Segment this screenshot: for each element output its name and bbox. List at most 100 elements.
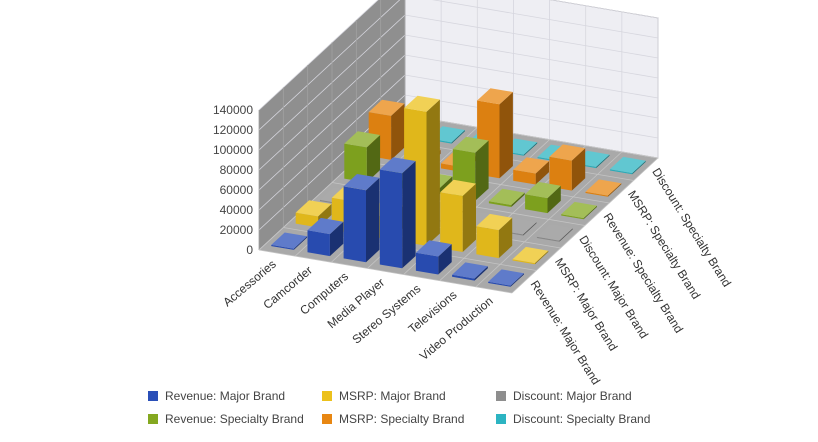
y-tick-label: 20000 (220, 223, 254, 237)
series-axis-label: MSRP: Specialty Brand (625, 188, 703, 302)
bar-side (451, 130, 465, 144)
bar-side (426, 99, 440, 246)
bar (488, 269, 524, 287)
bar-side (438, 244, 452, 275)
bar-side (632, 160, 646, 175)
legend-label: Revenue: Major Brand (165, 389, 286, 403)
bar-side (511, 192, 525, 207)
bar (343, 174, 380, 263)
bar (549, 144, 586, 191)
bar-side (402, 161, 416, 269)
bar (476, 213, 513, 259)
bar (525, 181, 561, 214)
bar-side (607, 183, 622, 197)
bar-top (368, 99, 405, 116)
bar-top (585, 179, 622, 196)
legend-swatch (148, 391, 158, 401)
bar (609, 156, 646, 175)
bar-front (307, 230, 330, 257)
bar (452, 262, 488, 281)
bar (561, 201, 597, 220)
bar-side (498, 217, 513, 259)
bar-front (488, 201, 512, 207)
y-tick-label: 140000 (213, 103, 253, 117)
legend-item: Revenue: Major Brand (148, 389, 285, 403)
bar-top (488, 269, 524, 286)
bar-side (391, 103, 405, 160)
legend-item: Revenue: Specialty Brand (148, 412, 304, 426)
legend-item: MSRP: Major Brand (322, 389, 446, 403)
gridline (258, 249, 513, 294)
bar-front (476, 226, 499, 259)
bar-side (571, 148, 586, 191)
legend-item: Discount: Specialty Brand (496, 412, 650, 426)
bar-top (477, 88, 513, 105)
bar-side (535, 161, 549, 185)
bar-top (379, 157, 416, 174)
x-tick-label: Video Production (417, 294, 496, 363)
bar (512, 246, 549, 265)
bar-top (488, 188, 525, 205)
bar (415, 240, 452, 275)
bar (295, 200, 332, 228)
bar-top (440, 179, 476, 196)
bar-front (585, 191, 608, 197)
bar-front (440, 192, 463, 252)
bar (344, 131, 381, 183)
bar-side (474, 266, 488, 281)
bar (440, 179, 476, 252)
legend: Revenue: Major Brand MSRP: Major Brand Dis… (148, 389, 708, 433)
bar-front (415, 252, 439, 275)
legend-label: Discount: Major Brand (513, 389, 632, 403)
bar-top (344, 131, 381, 148)
bar-front (379, 169, 403, 269)
bar-side (583, 205, 597, 220)
bar-top (513, 157, 549, 174)
bar (271, 232, 308, 250)
bar-front (343, 186, 366, 263)
bars (271, 88, 646, 287)
y-tick-label: 120000 (213, 123, 253, 137)
bar-side (499, 92, 513, 179)
bar-front (452, 274, 475, 281)
bar (585, 179, 622, 197)
y-tick-label: 60000 (220, 183, 254, 197)
y-tick-label: 100000 (213, 143, 253, 157)
bar-side (366, 135, 381, 183)
bar-front (271, 244, 294, 250)
bar-top (343, 174, 380, 191)
bar-top (609, 156, 646, 174)
bar-front (488, 281, 511, 287)
bar-top (549, 144, 586, 161)
bar-side (475, 140, 489, 201)
bar-top (404, 95, 440, 112)
legend-swatch (322, 391, 332, 401)
bar-side (596, 154, 610, 169)
bar-top (415, 240, 452, 257)
legend-swatch (148, 414, 158, 424)
bar-side (547, 185, 561, 214)
bar-front (344, 143, 367, 183)
bar-side (510, 273, 524, 287)
legend-label: MSRP: Major Brand (339, 389, 446, 403)
bar-front (525, 194, 548, 214)
bar-top (452, 262, 488, 279)
bar-top (295, 200, 332, 217)
bar-side (559, 228, 573, 242)
y-axis-ticks: 140000 120000 100000 80000 60000 40000 20000 0 (213, 103, 253, 257)
legend-label: MSRP: Specialty Brand (339, 412, 465, 426)
legend-swatch (322, 414, 332, 424)
bar-front (549, 156, 572, 191)
legend-item: MSRP: Specialty Brand (322, 412, 464, 426)
bar-top (561, 201, 597, 219)
bar (488, 188, 525, 207)
bar-side (293, 236, 308, 250)
bar-side (523, 142, 538, 156)
legend-swatch (496, 391, 506, 401)
bar-top (452, 136, 489, 153)
bar-front (513, 169, 536, 185)
bar-front (295, 212, 319, 228)
bar-front (561, 214, 584, 220)
bar-side (329, 221, 344, 257)
